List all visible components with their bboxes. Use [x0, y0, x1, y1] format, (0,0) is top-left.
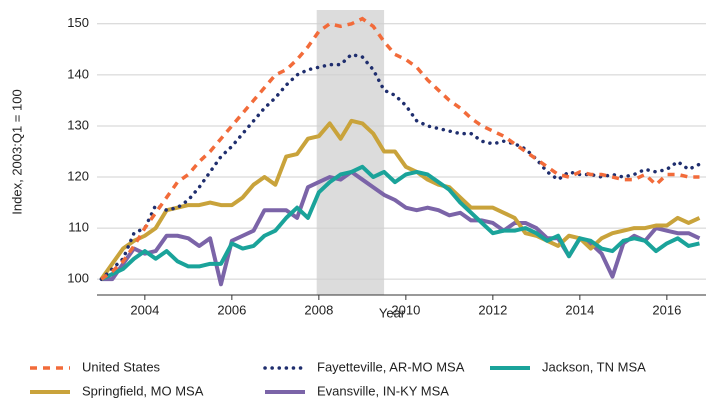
legend-label: Jackson, TN MSA	[542, 359, 646, 374]
y-tick-label: 100	[67, 271, 89, 286]
x-axis-label: Year	[379, 305, 406, 320]
series-line	[100, 164, 700, 281]
y-axis-label: Index, 2003:Q1 = 100	[9, 89, 24, 214]
x-tick-label: 2014	[565, 302, 594, 317]
y-tick-label: 140	[67, 66, 89, 81]
y-tick-label: 130	[67, 117, 89, 132]
y-tick-label: 110	[68, 220, 89, 235]
x-tick-label: 2008	[304, 302, 333, 317]
y-tick-label: 150	[67, 15, 89, 30]
legend-label: Fayetteville, AR-MO MSA	[317, 359, 465, 374]
y-tick-label: 120	[67, 168, 89, 183]
x-tick-label: 2004	[130, 302, 159, 317]
legend-label: Evansville, IN-KY MSA	[317, 383, 449, 398]
legend-label: Springfield, MO MSA	[82, 383, 204, 398]
recession-shade	[316, 10, 385, 295]
x-tick-label: 2010	[391, 302, 420, 317]
series-line	[99, 52, 702, 281]
x-tick-label: 2016	[652, 302, 681, 317]
legend-label: United States	[82, 359, 161, 374]
x-tick-label: 2012	[478, 302, 507, 317]
x-tick-label: 2006	[217, 302, 246, 317]
series-line	[99, 118, 701, 281]
series-line	[100, 16, 700, 281]
series-line	[101, 169, 701, 287]
